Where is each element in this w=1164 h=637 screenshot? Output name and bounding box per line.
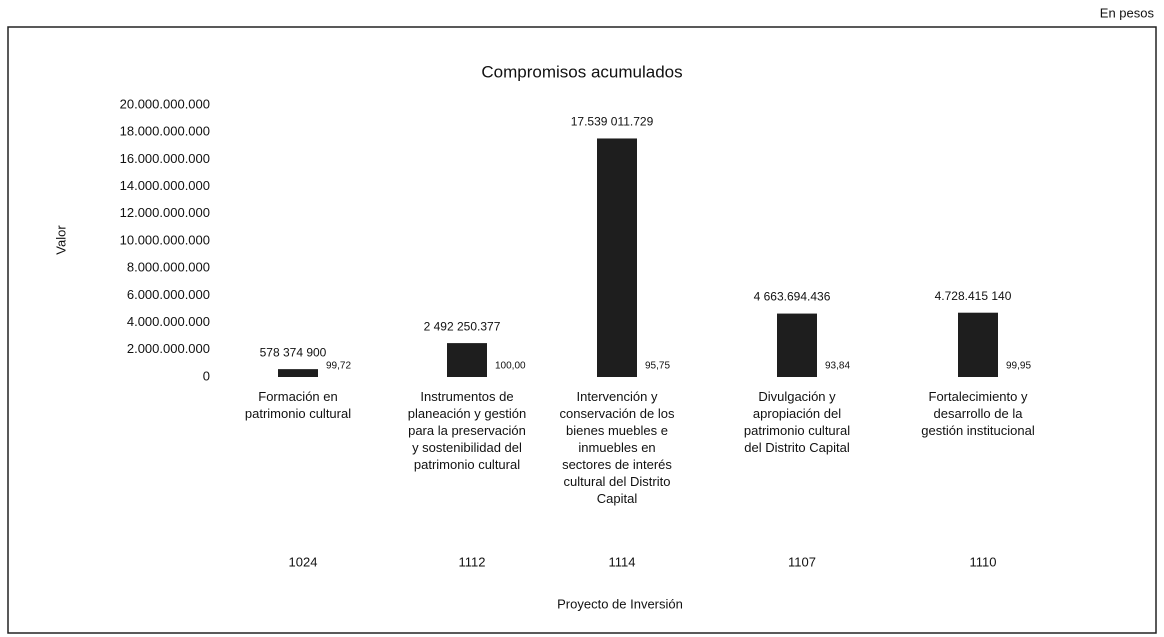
y-tick-label: 10.000.000.000 [120, 232, 210, 247]
y-tick-label: 18.000.000.000 [120, 124, 210, 139]
x-tick-label-line: Fortalecimiento y [929, 389, 1028, 404]
x-tick-label-line: patrimonio cultural [744, 423, 850, 438]
category-code: 1110 [970, 554, 997, 569]
x-tick-label: Instrumentos de planeación y gestión para … [408, 389, 527, 472]
y-tick-label: 2.000.000.000 [127, 341, 210, 356]
x-tick-label-line: y sostenibilidad del [412, 440, 522, 455]
percent-label: 99,95 [1006, 361, 1031, 372]
y-axis-label: Valor [53, 225, 68, 255]
value-label: 17.539 011.729 [571, 115, 654, 129]
x-tick-label-line: del Distrito Capital [744, 440, 850, 455]
x-tick-label-line: apropiación del [753, 406, 841, 421]
x-tick-label: Formación en patrimonio cultural [245, 389, 351, 421]
x-tick-label-line: Capital [597, 491, 638, 506]
note: En pesos [1100, 5, 1155, 20]
bar [958, 312, 998, 377]
x-tick-label-line: bienes muebles e [566, 423, 668, 438]
x-tick-label-line: patrimonio cultural [414, 457, 520, 472]
value-label: 4.728.415 140 [935, 289, 1012, 303]
x-tick-label-line: sectores de interés [562, 457, 672, 472]
x-tick-label: Intervención y conservación de los bienes … [560, 389, 675, 506]
x-tick-label-line: cultural del Distrito [564, 474, 671, 489]
y-tick-label: 0 [203, 368, 210, 383]
bar [777, 313, 817, 377]
value-label: 4 663.694.436 [754, 290, 831, 304]
percent-label: 93,84 [825, 361, 850, 372]
x-tick-label-line: Instrumentos de [420, 389, 513, 404]
category-code: 1114 [609, 554, 636, 569]
x-tick-label-line: Formación en [258, 389, 337, 404]
percent-label: 95,75 [645, 361, 670, 372]
y-tick-label: 14.000.000.000 [120, 178, 210, 193]
x-tick-label: Fortalecimiento y desarrollo de la gestión… [921, 389, 1035, 438]
x-axis-label: Proyecto de Inversión [557, 596, 683, 611]
frame [7, 26, 1157, 634]
x-tick-label-line: planeación y gestión [408, 406, 527, 421]
y-tick-label: 16.000.000.000 [120, 151, 210, 166]
x-tick-label: Divulgación y apropiación del patrimonio c… [744, 389, 850, 455]
category-code: 1107 [788, 554, 816, 569]
x-tick-label-line: Divulgación y [758, 389, 836, 404]
value-label: 2 492 250.377 [424, 319, 501, 333]
y-tick-label: 20.000.000.000 [120, 96, 210, 111]
chart-title: Compromisos acumulados [481, 62, 682, 81]
x-tick-label-line: gestión institucional [921, 423, 1035, 438]
bar [278, 369, 318, 377]
y-tick-label: 4.000.000.000 [127, 314, 210, 329]
bar [597, 138, 637, 377]
percent-label: 99,72 [326, 361, 351, 372]
x-tick-label-line: conservación de los [560, 406, 675, 421]
value-label: 578 374 900 [260, 345, 327, 359]
x-tick-label-line: Intervención y [577, 389, 658, 404]
y-tick-label: 6.000.000.000 [127, 287, 210, 302]
category-code: 1112 [459, 554, 486, 569]
category-code: 1024 [289, 554, 318, 569]
percent-label: 100,00 [495, 361, 526, 372]
x-tick-label-line: inmuebles en [578, 440, 655, 455]
x-tick-label-line: desarrollo de la [934, 406, 1024, 421]
y-tick-label: 12.000.000.000 [120, 205, 210, 220]
y-tick-label: 8.000.000.000 [127, 260, 210, 275]
x-tick-label-line: para la preservación [408, 423, 526, 438]
bar [447, 343, 487, 377]
x-tick-label-line: patrimonio cultural [245, 406, 351, 421]
